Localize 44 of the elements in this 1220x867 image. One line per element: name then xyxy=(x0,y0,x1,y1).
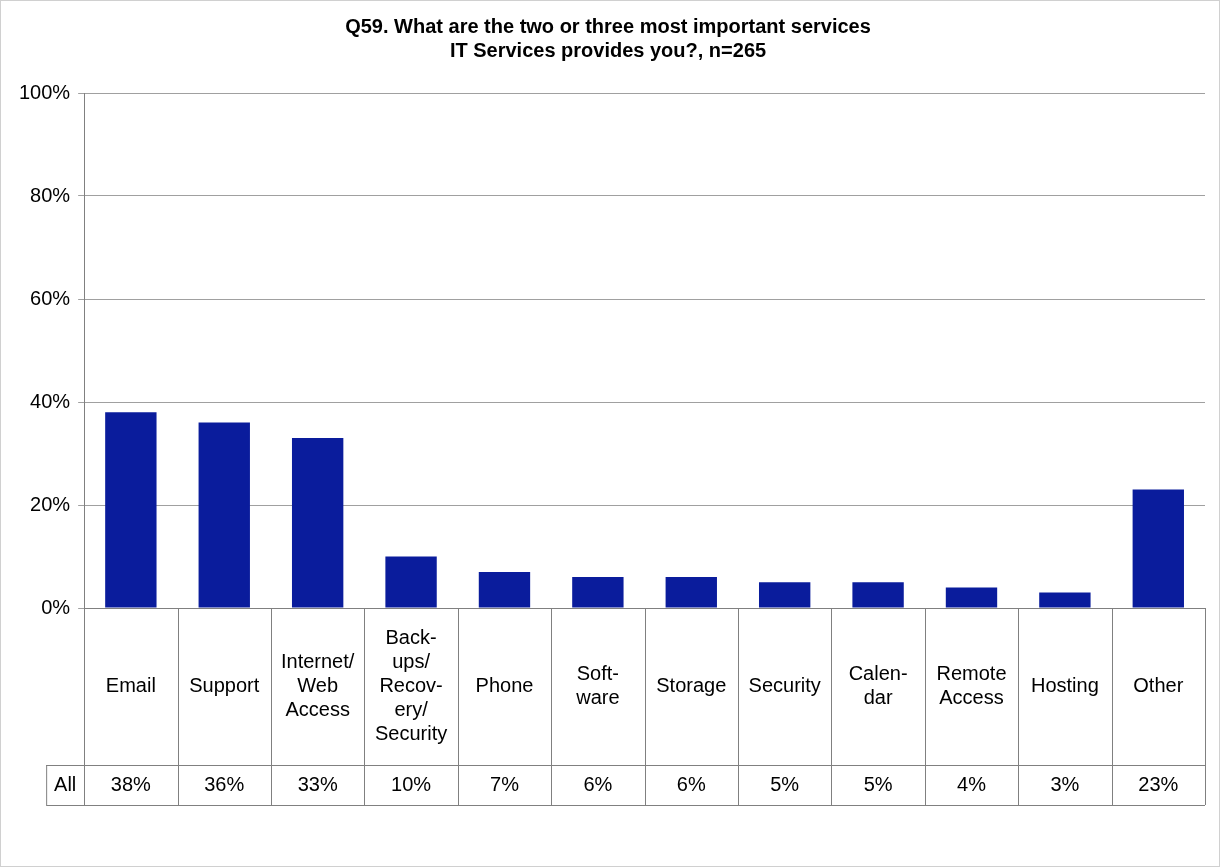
data-label: 10% xyxy=(391,772,432,795)
bar xyxy=(291,438,344,608)
data-label: 33% xyxy=(297,772,338,795)
x-tick-label: Security xyxy=(748,674,821,697)
bar xyxy=(945,587,998,608)
x-tick-label: Email xyxy=(105,674,156,697)
x-tick-label: Hosting xyxy=(1030,674,1099,697)
data-label: 38% xyxy=(110,772,152,795)
data-label: 5% xyxy=(863,772,893,795)
x-tick-label: Phone xyxy=(475,674,534,697)
chart-title: Q59. What are the two or three most important services IT Services provides you?, n=265 xyxy=(345,14,871,61)
bar xyxy=(665,577,717,608)
y-tick-label: 60% xyxy=(30,286,71,309)
y-tick-label: 0% xyxy=(41,595,71,618)
x-tick-label: Calen- dar xyxy=(848,662,908,709)
bar xyxy=(478,571,531,608)
bar xyxy=(1132,489,1184,608)
data-label: 6% xyxy=(583,772,613,795)
bar xyxy=(105,412,157,608)
y-tick-label: 40% xyxy=(30,389,71,412)
x-tick-label: Remote Access xyxy=(936,662,1007,709)
x-tick-label: Storage xyxy=(656,674,727,697)
data-label: 4% xyxy=(957,772,987,795)
data-label: 7% xyxy=(490,772,520,795)
bar xyxy=(572,577,624,608)
data-label: 5% xyxy=(770,772,800,795)
data-label: 23% xyxy=(1138,772,1179,795)
x-tick-label: Other xyxy=(1133,674,1184,697)
data-label: 3% xyxy=(1050,772,1080,795)
bar xyxy=(1039,592,1091,608)
data-label: 6% xyxy=(676,772,706,795)
bar xyxy=(198,422,250,608)
x-tick-label: Internet/ Web Access xyxy=(280,650,355,721)
y-tick-label: 80% xyxy=(30,183,71,206)
y-tick-label: 100% xyxy=(19,80,71,103)
x-tick-label: Back- ups/ Recov- ery/ Security xyxy=(374,626,448,745)
x-tick-label: Soft- ware xyxy=(575,662,620,709)
bar xyxy=(852,582,904,608)
y-tick-label: 20% xyxy=(30,492,71,515)
data-label: 36% xyxy=(204,772,245,795)
bar xyxy=(385,556,437,608)
x-tick-label: Support xyxy=(189,674,260,697)
bar xyxy=(759,582,811,608)
text: All xyxy=(54,772,77,795)
